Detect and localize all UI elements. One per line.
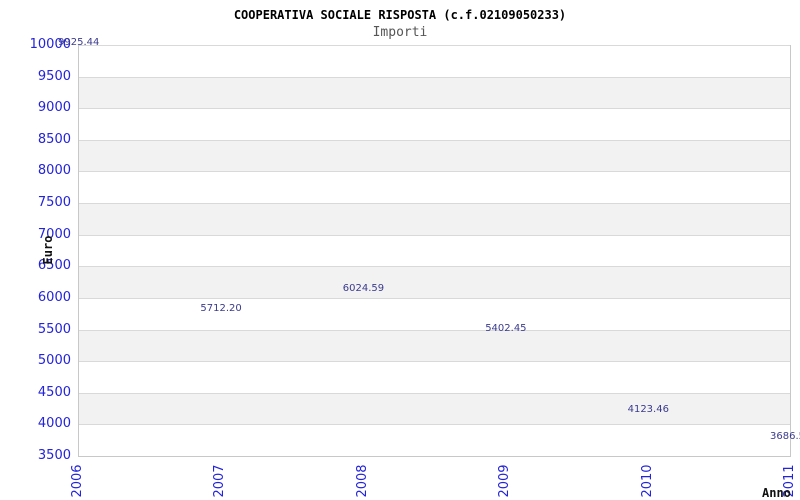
gridline bbox=[78, 235, 790, 236]
gridline bbox=[78, 298, 790, 299]
gridline bbox=[78, 203, 790, 204]
chart-subtitle: Importi bbox=[372, 25, 428, 40]
y-tick-label: 10000 bbox=[29, 37, 71, 52]
background-band bbox=[78, 108, 790, 140]
chart-title: COOPERATIVA SOCIALE RISPOSTA (c.f.021090… bbox=[233, 8, 567, 22]
point-value-label: 5402.45 bbox=[485, 322, 527, 334]
y-tick-label: 7500 bbox=[37, 195, 71, 211]
background-band bbox=[78, 234, 790, 267]
y-tick-label: 6500 bbox=[37, 258, 71, 274]
background-band bbox=[78, 139, 790, 172]
y-tick-label: 9000 bbox=[37, 100, 71, 116]
background-band bbox=[78, 329, 790, 362]
point-value-label: 3686.5 bbox=[770, 431, 800, 443]
x-tick-label: 2010 bbox=[639, 464, 655, 498]
x-tick-label: 2008 bbox=[354, 464, 370, 498]
gridline bbox=[78, 361, 790, 362]
point-value-label: 6024.59 bbox=[342, 283, 385, 295]
y-tick-label: 5000 bbox=[37, 353, 71, 369]
gridline bbox=[78, 266, 790, 267]
gridline bbox=[78, 140, 790, 141]
x-tick-label: 2007 bbox=[212, 464, 228, 498]
background-band bbox=[78, 297, 790, 330]
y-tick-label: 4000 bbox=[37, 416, 71, 432]
x-tick-label: 2009 bbox=[497, 464, 513, 498]
y-tick-label: 3500 bbox=[37, 448, 71, 463]
gridline bbox=[78, 171, 790, 172]
gridline bbox=[78, 424, 790, 425]
plot-area bbox=[78, 45, 790, 456]
gridline bbox=[78, 393, 790, 394]
x-tick-label: 2006 bbox=[70, 464, 85, 498]
gridline bbox=[78, 330, 790, 331]
background-band bbox=[78, 392, 790, 425]
y-tick-label: 4500 bbox=[37, 384, 71, 400]
y-axis-line bbox=[78, 45, 79, 457]
point-value-label: 5712.20 bbox=[200, 303, 242, 315]
y-tick-label: 6000 bbox=[37, 289, 71, 305]
x-axis-title: Anno bbox=[762, 486, 791, 500]
y-tick-label: 5500 bbox=[37, 321, 71, 337]
background-band bbox=[78, 203, 790, 235]
y-axis-title: Euro bbox=[41, 235, 55, 265]
gridline bbox=[78, 77, 790, 78]
gridline bbox=[78, 45, 790, 46]
background-band bbox=[78, 45, 790, 77]
x-axis-line bbox=[78, 456, 791, 457]
background-band bbox=[78, 76, 790, 109]
background-band bbox=[78, 266, 790, 298]
background-band bbox=[78, 361, 790, 393]
gridline bbox=[78, 108, 790, 109]
point-value-label: 9925.44 bbox=[58, 36, 100, 48]
y-tick-label: 7000 bbox=[37, 226, 71, 242]
background-band bbox=[78, 424, 790, 456]
background-band bbox=[78, 171, 790, 204]
right-frame-line bbox=[790, 45, 791, 457]
y-tick-label: 8000 bbox=[37, 163, 71, 179]
y-tick-label: 9500 bbox=[37, 68, 71, 84]
y-tick-label: 8500 bbox=[37, 131, 71, 147]
point-value-label: 4123.46 bbox=[627, 403, 669, 415]
